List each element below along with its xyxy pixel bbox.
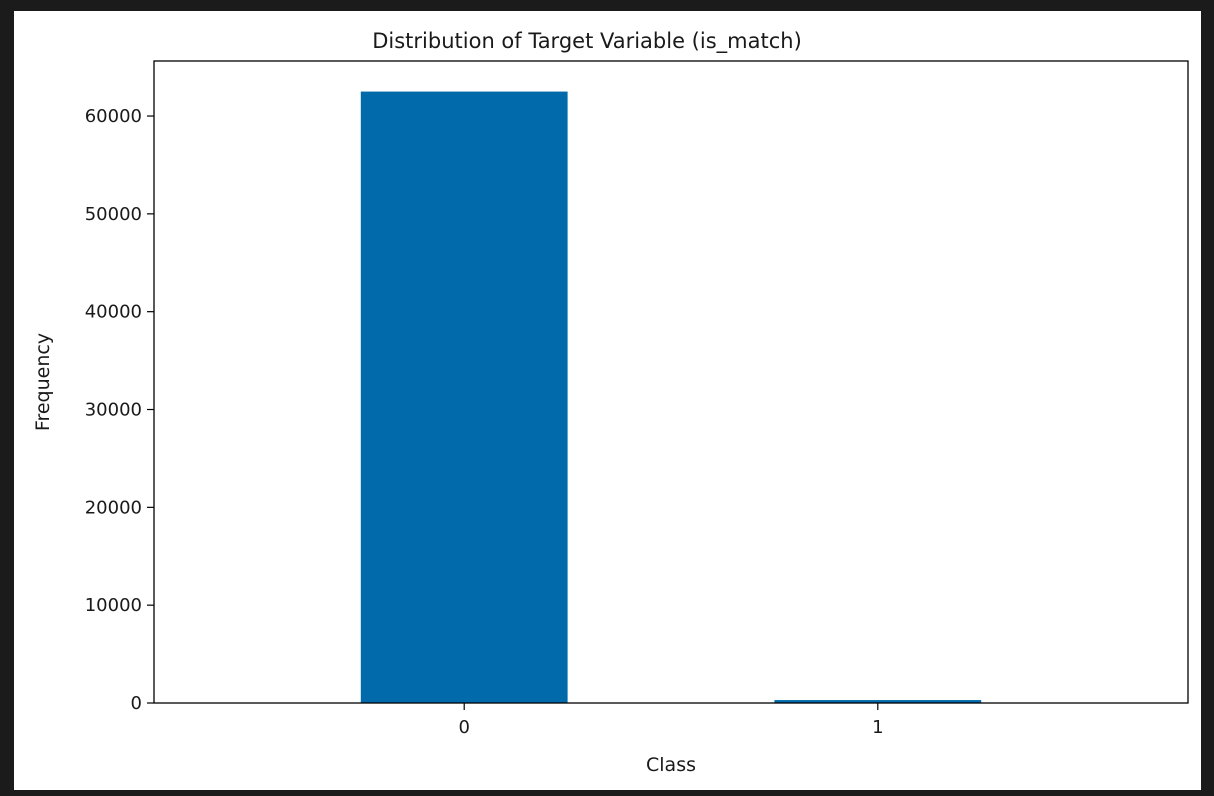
y-tick-label: 60000 <box>85 106 142 127</box>
bars-layer <box>360 91 982 704</box>
bar-class-0 <box>360 91 568 704</box>
y-axis-label: Frequency <box>32 333 54 431</box>
x-tick-label: 1 <box>872 717 883 738</box>
y-tick-label: 40000 <box>85 302 142 323</box>
x-tick-label: 0 <box>458 717 469 738</box>
chart-figure: Distribution of Target Variable (is_matc… <box>14 11 1201 790</box>
y-tick-label: 50000 <box>85 204 142 225</box>
y-tick-label: 20000 <box>85 497 142 518</box>
chart-title: Distribution of Target Variable (is_matc… <box>372 29 802 54</box>
bar-chart: Distribution of Target Variable (is_matc… <box>32 29 1189 776</box>
y-tick-label: 0 <box>131 693 142 714</box>
y-tick-label: 30000 <box>85 400 142 421</box>
plot-area-frame <box>153 60 1189 704</box>
x-axis-label: Class <box>646 754 696 776</box>
y-tick-label: 10000 <box>85 595 142 616</box>
bar-class-1 <box>774 700 982 703</box>
y-axis: 0 10000 20000 30000 40000 50000 60000 <box>85 106 154 714</box>
